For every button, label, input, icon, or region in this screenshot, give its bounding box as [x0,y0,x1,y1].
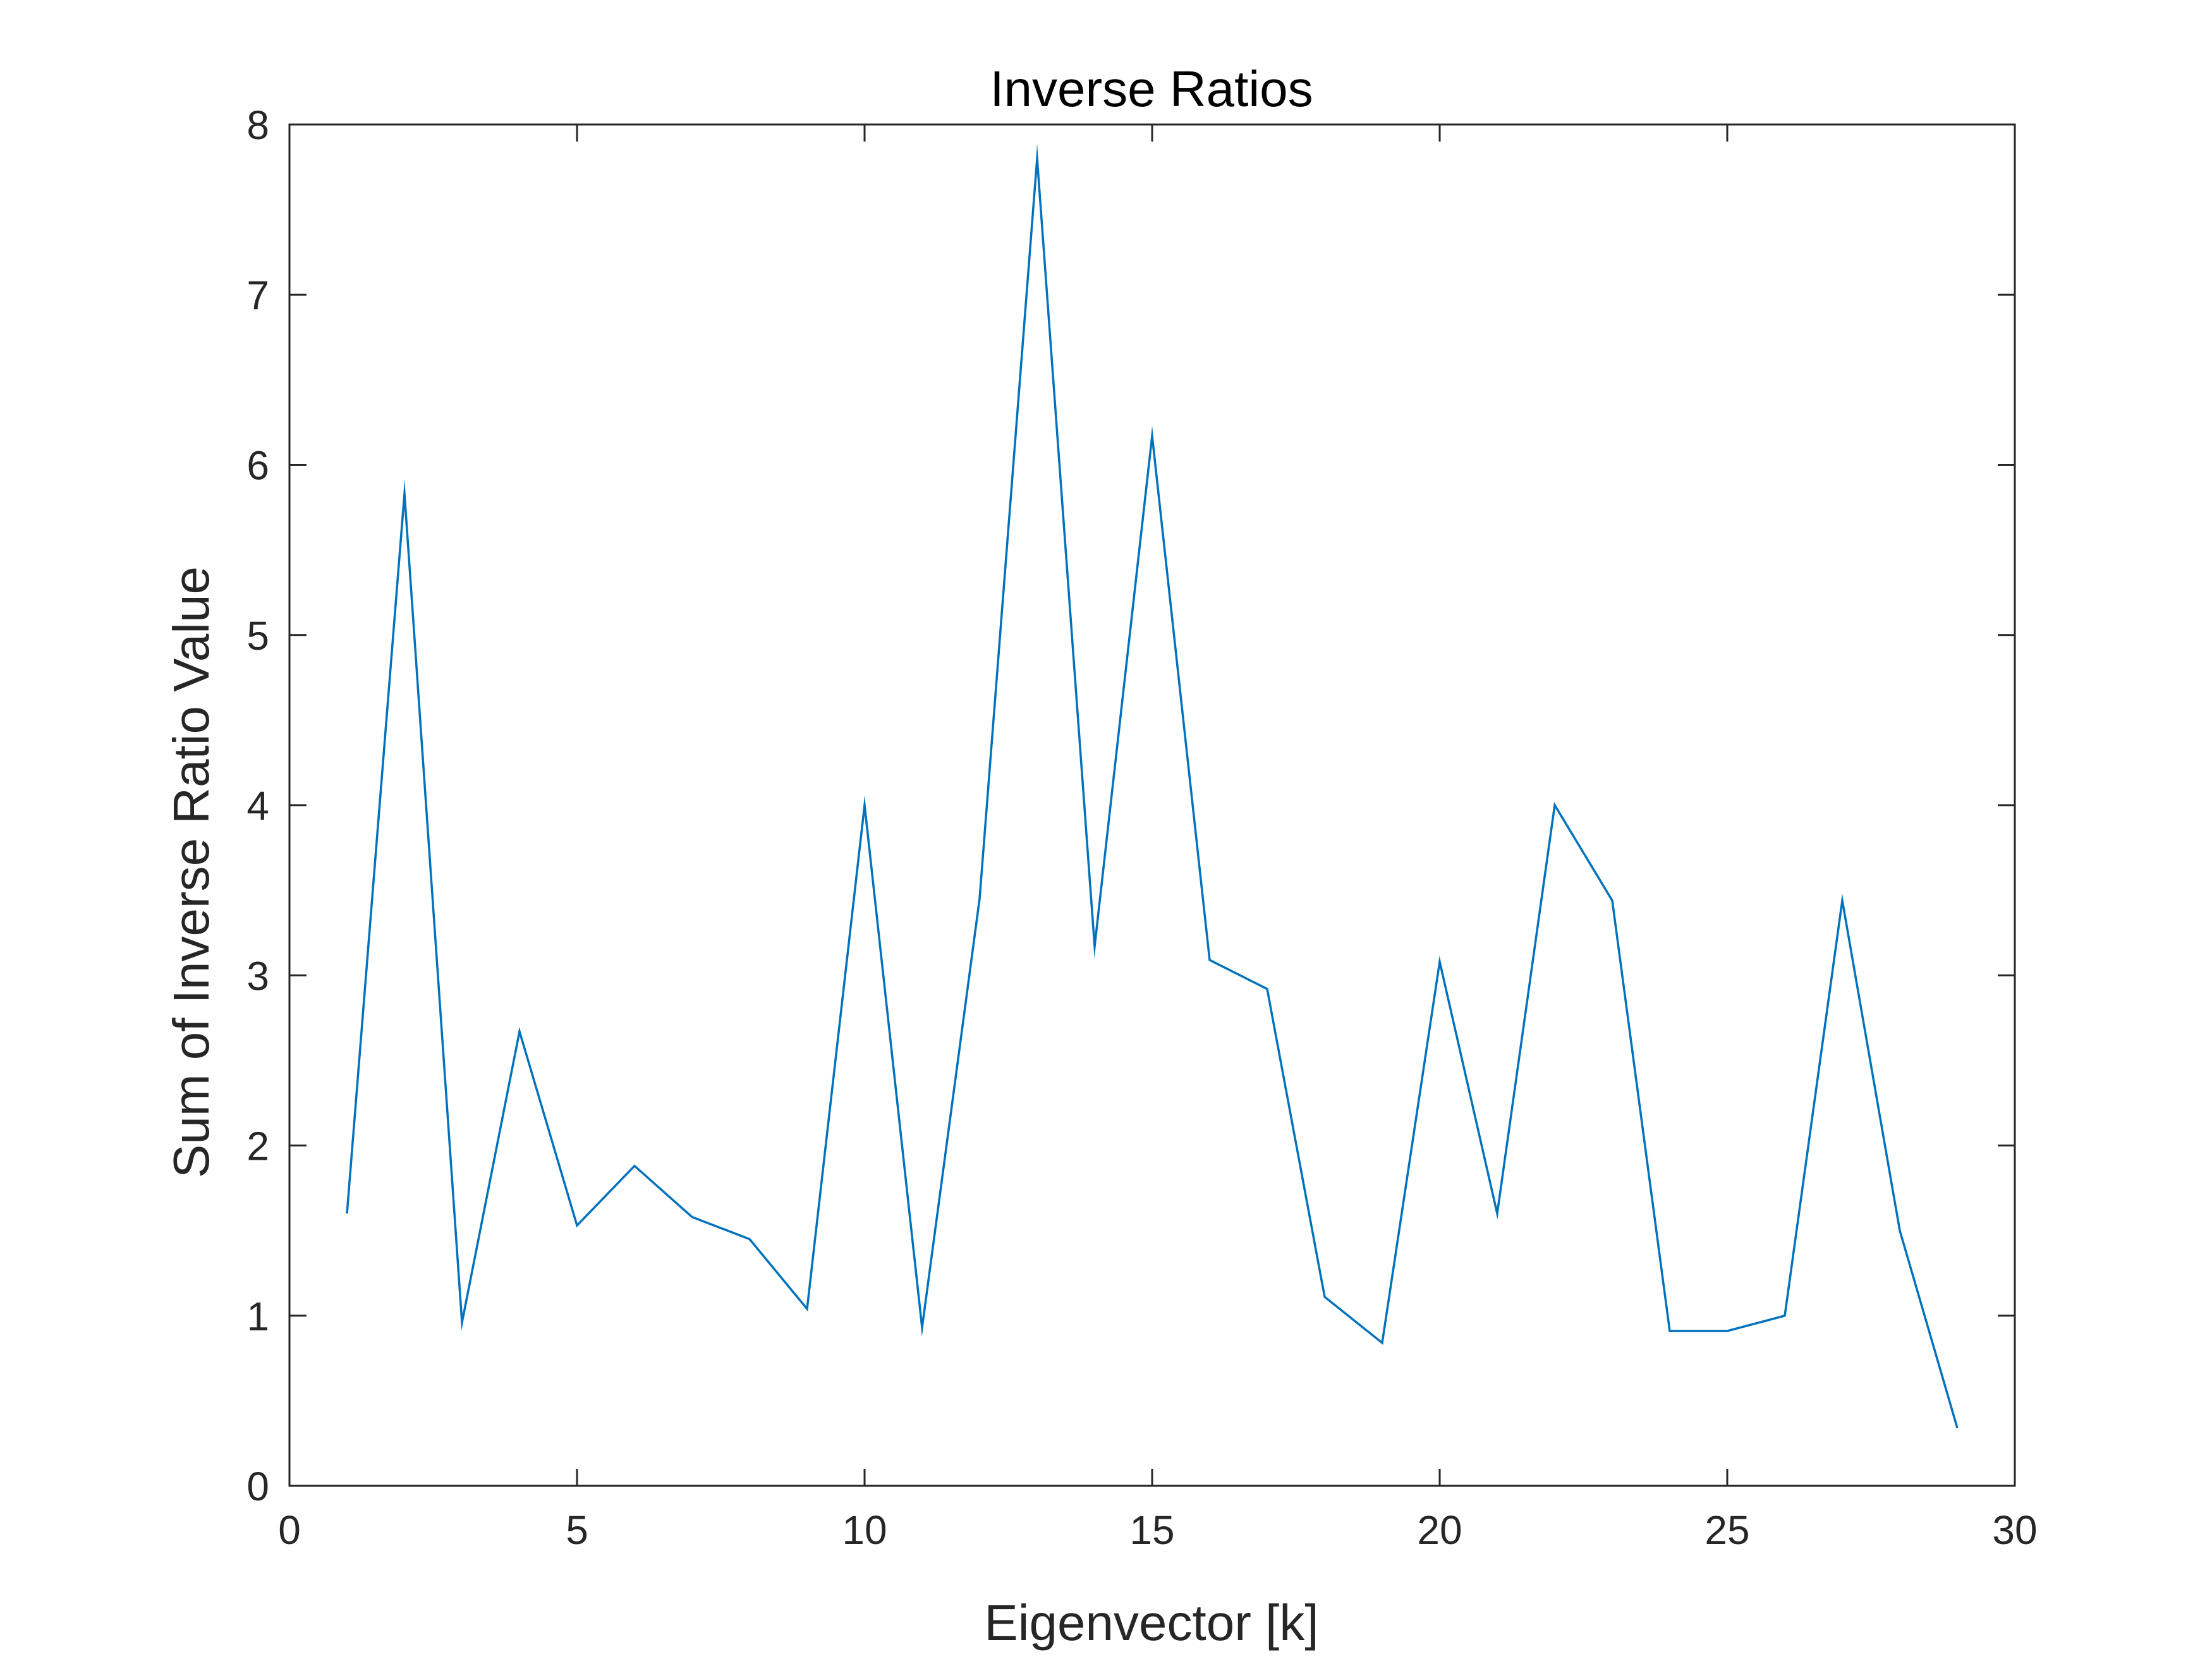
plot-area: 0 5 10 15 20 25 30 0 1 2 3 4 5 6 7 8 [246,102,2037,1553]
y-tick-label: 2 [246,1124,269,1169]
x-tick-label: 0 [278,1507,301,1553]
y-tick-label: 1 [246,1294,269,1339]
axes-box [288,123,2016,1487]
x-axis-title: Eigenvector [k] [984,1595,1318,1651]
series-line [346,143,1959,1428]
y-tick-label: 3 [246,953,269,999]
y-tick-label: 7 [246,272,269,318]
x-tick-label: 20 [1417,1507,1462,1553]
x-tick-label: 5 [566,1507,588,1553]
y-tick-label: 6 [246,443,269,489]
y-tick-label: 0 [246,1464,269,1509]
y-axis-title: Sum of Inverse Ratio Value [163,566,219,1178]
x-tick-label: 25 [1705,1507,1749,1553]
x-tick-label: 30 [1992,1507,2037,1553]
y-tick-label: 4 [246,783,269,829]
chart-title: Inverse Ratios [990,61,1313,117]
y-tick-label: 5 [246,613,269,659]
x-tick-label: 10 [842,1507,887,1553]
y-tick-label: 8 [246,102,269,148]
x-tick-label: 15 [1129,1507,1174,1553]
